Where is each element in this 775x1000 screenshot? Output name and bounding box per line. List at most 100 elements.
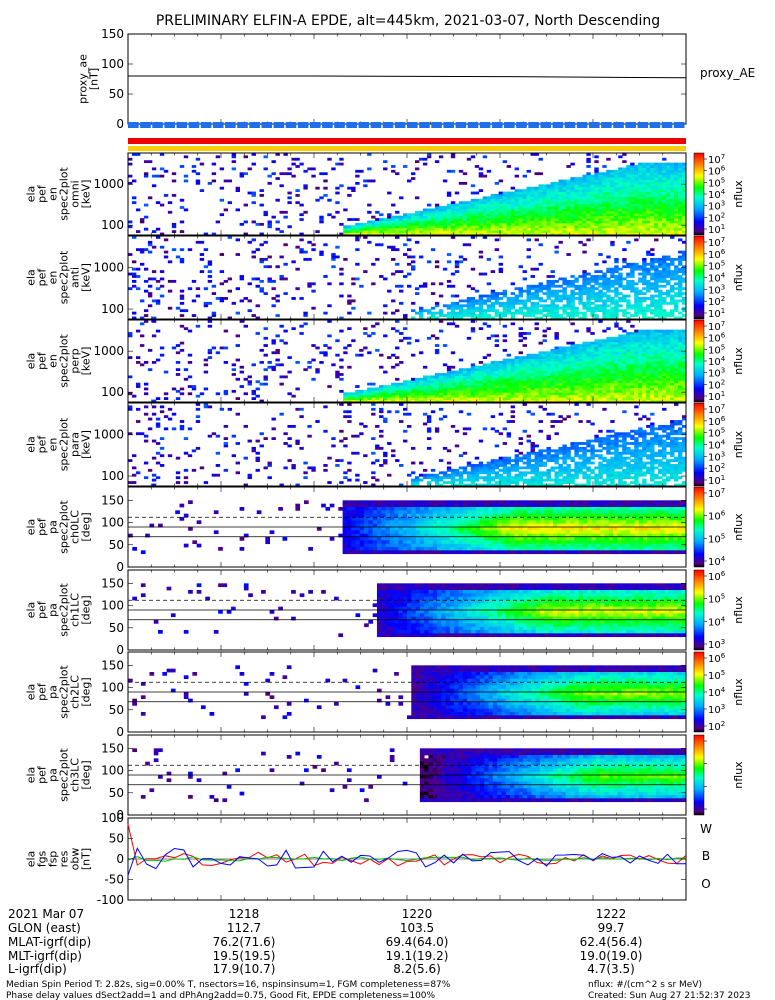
spectrogram-cell: [578, 344, 583, 347]
spectrogram-cell: [279, 277, 284, 281]
spectrogram-cell: [478, 304, 484, 308]
spectrogram-cell: [662, 184, 667, 188]
spectrogram-cell: [638, 203, 643, 207]
spectrogram-cell: [506, 206, 512, 209]
spectrogram-cell: [151, 361, 157, 364]
spectrogram-cell: [391, 353, 396, 357]
spectrogram-cell: [562, 311, 567, 315]
spectrogram-cell: [586, 348, 591, 352]
spectrogram-cell: [450, 375, 456, 379]
spectrogram-cell: [502, 304, 508, 308]
spectrogram-cell: [275, 351, 280, 355]
spectrogram-cell: [682, 250, 687, 254]
spectrogram-cell: [574, 358, 579, 362]
spectrogram-cell: [634, 181, 639, 185]
spectrogram-cell: [399, 230, 404, 233]
spectrogram-cell: [614, 375, 619, 379]
spectrogram-cell: [514, 213, 519, 217]
spectrogram-cell: [654, 363, 659, 367]
spectrogram-cell: [271, 160, 276, 164]
spectrogram-cell: [634, 201, 639, 205]
spectrogram-cell: [359, 392, 364, 396]
spectrogram-cell: [558, 389, 563, 393]
spectrogram-cell: [518, 206, 523, 209]
spectrogram-cell: [418, 389, 424, 393]
spectrogram-cell: [670, 169, 675, 173]
spectrogram-cell: [367, 232, 372, 236]
spectrogram-cell: [614, 358, 619, 362]
spectrogram-cell: [466, 218, 472, 221]
spectrogram-cell: [626, 203, 631, 207]
spectrogram-cell: [434, 160, 440, 164]
spectrogram-cell: [602, 294, 607, 298]
spectrogram-cell: [399, 284, 404, 288]
spectrogram-cell: [438, 210, 444, 214]
spectrogram-cell: [674, 172, 679, 176]
spectrogram-cell: [578, 232, 583, 236]
spectrogram-cell: [442, 304, 448, 308]
spectrogram-cell: [434, 380, 440, 384]
spectrogram-cell: [550, 279, 555, 283]
spectrogram-cell: [414, 399, 420, 403]
spectrogram-cell: [486, 208, 492, 212]
spectrogram-cell: [642, 191, 647, 195]
spectrogram-cell: [654, 203, 659, 207]
spectrogram-cell: [606, 210, 611, 214]
spectrogram-cell: [562, 380, 567, 384]
spectrogram-cell: [546, 309, 551, 313]
spectrogram-cell: [550, 382, 555, 386]
spectrogram-cell: [502, 314, 508, 317]
spectrogram-cell: [618, 218, 623, 221]
status-segment: [625, 122, 636, 128]
spectrogram-cell: [474, 213, 480, 217]
spectrogram-cell: [399, 232, 404, 236]
spectrogram-cell: [466, 311, 472, 315]
spectrogram-cell: [674, 201, 679, 205]
spectrogram-cell: [650, 215, 655, 219]
spectrogram-cell: [554, 397, 559, 400]
spectrogram-cell: [610, 341, 615, 345]
spectrogram-cell: [646, 230, 651, 233]
spectrogram-cell: [638, 311, 643, 315]
spectrogram-cell: [446, 316, 452, 320]
spectrogram-cell: [279, 375, 284, 379]
spectrogram-cell: [470, 399, 476, 403]
spectrogram-cell: [422, 213, 428, 217]
spectrogram-cell: [646, 203, 651, 207]
spectrogram-cell: [147, 348, 153, 352]
spectrogram-cell: [546, 186, 551, 190]
spectrogram-cell: [502, 377, 508, 381]
spectrogram-cell: [662, 351, 667, 355]
spectrogram-cell: [147, 277, 153, 281]
spectrogram-cell: [403, 399, 408, 403]
spectrogram-cell: [582, 215, 587, 219]
spectrogram-cell: [143, 215, 149, 219]
spectrogram-cell: [522, 194, 527, 197]
spectrogram-cell: [442, 220, 448, 224]
spectrogram-cell: [383, 225, 388, 229]
spectrogram-cell: [618, 225, 623, 229]
spectrogram-cell: [430, 232, 436, 236]
spectrogram-cell: [486, 227, 492, 231]
spectrogram-cell: [618, 389, 623, 393]
spectrogram-cell: [514, 363, 519, 367]
spectrogram-cell: [662, 272, 667, 276]
spectrogram-cell: [538, 368, 543, 372]
spectrogram-cell: [598, 309, 603, 313]
spectrogram-cell: [678, 198, 683, 202]
spectrogram-cell: [578, 189, 583, 192]
spectrogram-cell: [606, 377, 611, 381]
spectrogram-cell: [570, 196, 575, 200]
spectrogram-cell: [458, 311, 464, 315]
spectrogram-cell: [666, 255, 671, 259]
spectrogram-cell: [458, 370, 464, 374]
spectrogram-cell: [610, 356, 615, 359]
spectrogram-cell: [542, 370, 547, 374]
spectrogram-cell: [530, 377, 535, 381]
spectrogram-cell: [606, 314, 611, 317]
spectrogram-cell: [446, 365, 452, 369]
status-segment: [309, 122, 321, 128]
spectrogram-cell: [502, 227, 508, 231]
spectrogram-cell: [554, 316, 559, 320]
spectrogram-cell: [522, 304, 527, 308]
